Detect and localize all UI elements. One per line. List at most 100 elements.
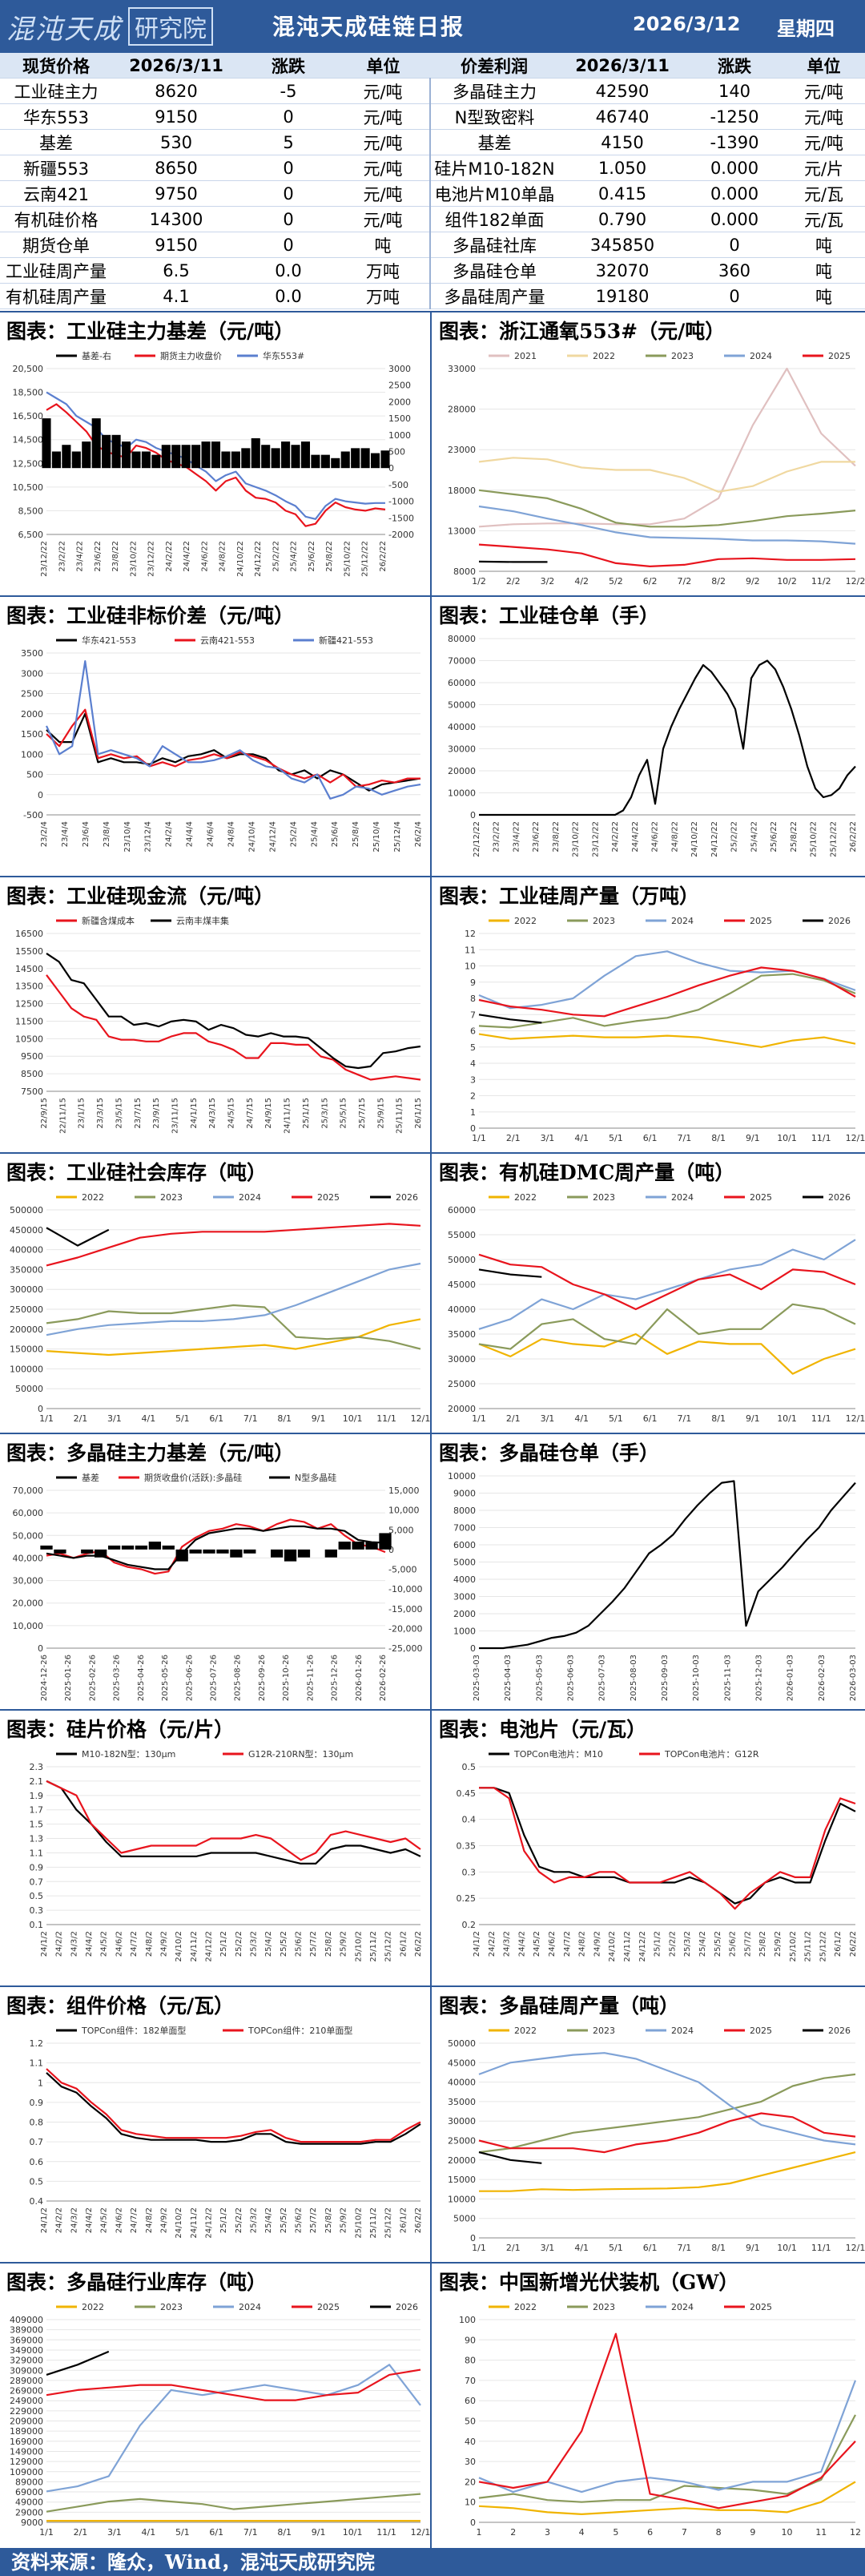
series-line	[478, 1239, 856, 1330]
y-tick-label: 1.1	[30, 1848, 44, 1858]
y-tick-label: 10	[465, 2497, 476, 2508]
x-tick-label: 26/1/2	[834, 1931, 843, 1957]
y-tick-label: 40000	[448, 722, 476, 732]
x-tick-label: 10/2	[777, 576, 797, 587]
x-tick-label: 11/1	[376, 2527, 396, 2538]
y-tick-label: 14500	[15, 964, 43, 974]
y-tick-label: 0	[470, 1643, 476, 1654]
x-tick-label: 2026-01-03	[787, 1655, 795, 1701]
x-tick-label: 1/1	[472, 1133, 486, 1143]
x-tick-label: 25/11/15	[396, 1098, 404, 1134]
x-tick-label: 25/9/2	[774, 1931, 783, 1957]
series-line	[46, 1525, 386, 1570]
y-tick-label: 3000	[453, 1592, 476, 1602]
series-line	[46, 2493, 421, 2513]
y-right-tick-label: 2000	[388, 397, 411, 407]
y-tick-label: 0	[470, 2233, 476, 2243]
x-tick-label: 25/12/22	[829, 821, 838, 857]
basis-bar	[351, 448, 360, 469]
x-tick-label: 2025-09-26	[258, 1655, 267, 1701]
basis-bar	[121, 1545, 135, 1550]
y-tick-label: 1000	[453, 1627, 476, 1637]
legend-label: 2024	[671, 916, 694, 926]
x-tick-label: 23/10/4	[123, 821, 132, 853]
legend-label: 2025	[317, 2302, 340, 2312]
chart-c5: 新疆含煤成本 云南丰煤丰集 16500 15500 14500 13500 12500 115…	[0, 909, 430, 1151]
y-tick-label: 13500	[15, 982, 43, 992]
basis-bar	[338, 1542, 351, 1550]
basis-bar	[121, 441, 131, 469]
x-tick-label: 24/10/2	[175, 1931, 183, 1962]
price-table: 现货价格 2026/3/11 涨跌 单位 价差利润 2026/3/11 涨跌 单位 工业硅主力…	[0, 53, 865, 309]
x-tick-label: 24/6/2	[548, 1931, 557, 1957]
y-tick-label: 3500	[21, 648, 43, 659]
x-tick-label: 25/10/2	[354, 1931, 363, 1962]
legend-label: 云南421-553	[200, 635, 255, 646]
table-cell: 4150	[558, 129, 686, 155]
table-header-row: 现货价格 2026/3/11 涨跌 单位 价差利润 2026/3/11 涨跌 单位	[0, 53, 865, 79]
y-tick-label: 8000	[453, 1506, 476, 1516]
x-tick-label: 25/2/2	[235, 2207, 243, 2233]
y-right-tick-label: 0	[388, 463, 394, 474]
y-tick-label: 10000	[448, 2194, 476, 2204]
x-tick-label: 2026-02-03	[818, 1655, 827, 1701]
x-tick-label: 9/1	[312, 1413, 326, 1424]
table-cell: 0	[240, 155, 336, 181]
y-tick-label: 4000	[453, 1574, 476, 1585]
chart-c12: TOPCon电池片：M10 TOPCon电池片：G12R 0.5 0.45 0.4 0.3…	[432, 1743, 865, 1984]
x-tick-label: 2	[510, 2527, 516, 2538]
basis-bar	[162, 1545, 175, 1550]
y-tick-label: 6000	[453, 1540, 476, 1550]
table-cell: 0	[686, 232, 783, 258]
y-tick-label: 8500	[21, 1069, 43, 1079]
chart-c3: 华东421-553 云南421-553 新疆421-553 3500 3000 2500 2…	[0, 629, 430, 874]
basis-bar	[243, 1549, 256, 1554]
basis-bar	[95, 1549, 107, 1558]
x-tick-label: 1/1	[472, 1413, 486, 1424]
section-divider	[0, 311, 865, 312]
x-tick-label: 24/3/2	[70, 2207, 78, 2233]
y-right-tick-label: 5,000	[388, 1525, 414, 1535]
legend-label: 华东553#	[263, 350, 304, 361]
y-tick-label: 129000	[10, 2457, 43, 2467]
chart-title: 图表：多晶硅行业库存（吨）	[6, 2271, 268, 2294]
report-header: 混沌天成 研究院 混沌天成硅链日报 2026/3/12 星期四	[0, 0, 865, 53]
x-tick-label: 2/1	[506, 1133, 521, 1143]
table-cell: 19180	[558, 283, 686, 309]
y-tick-label: 30000	[448, 744, 476, 755]
table-cell: -1250	[686, 103, 783, 130]
y-tick-label: 28000	[448, 405, 476, 415]
y-tick-label: 2.3	[30, 1762, 44, 1772]
chart-c15: 2022 2023 2024 2025 2026 409000 389000 369000 34…	[0, 2296, 430, 2545]
legend-label: 2025	[750, 2026, 772, 2036]
legend-label: 2024	[671, 2026, 694, 2036]
y-tick-label: 5	[470, 1042, 476, 1053]
y-right-tick-label: -2000	[388, 530, 414, 540]
legend-label: 2022	[82, 2302, 104, 2312]
y-tick-label: 500	[26, 770, 43, 780]
x-tick-label: 2025-07-26	[210, 1655, 219, 1701]
y-tick-label: 349000	[10, 2345, 43, 2356]
y-tick-label: 100	[459, 2315, 476, 2325]
series-line	[478, 2073, 856, 2154]
x-tick-label: 8/1	[277, 2527, 292, 2538]
y-tick-label: 15500	[15, 946, 43, 957]
x-tick-label: 23/8/22	[552, 821, 561, 853]
y-tick-label: 0	[38, 1643, 43, 1654]
series-line	[46, 1227, 110, 1247]
y-tick-label: 10000	[448, 788, 476, 799]
section-divider	[0, 876, 865, 877]
y-tick-label: 400000	[10, 1245, 43, 1256]
y-tick-label: 189000	[10, 2426, 43, 2437]
x-tick-label: 7/1	[243, 1413, 258, 1424]
x-tick-label: 2025-09-03	[661, 1655, 670, 1701]
chart-c14: 2022 2023 2024 2025 2026 50000 45000 40000 35000…	[432, 2019, 865, 2260]
x-tick-label: 4/2	[574, 576, 589, 587]
x-tick-label: 2025-04-26	[137, 1655, 146, 1701]
x-tick-label: 12/2	[846, 576, 865, 587]
x-tick-label: 22/11/15	[58, 1098, 67, 1134]
y-right-tick-label: -5,000	[388, 1565, 416, 1575]
table-cell: 360	[686, 257, 783, 284]
x-tick-label: 25/7/2	[309, 2207, 318, 2233]
